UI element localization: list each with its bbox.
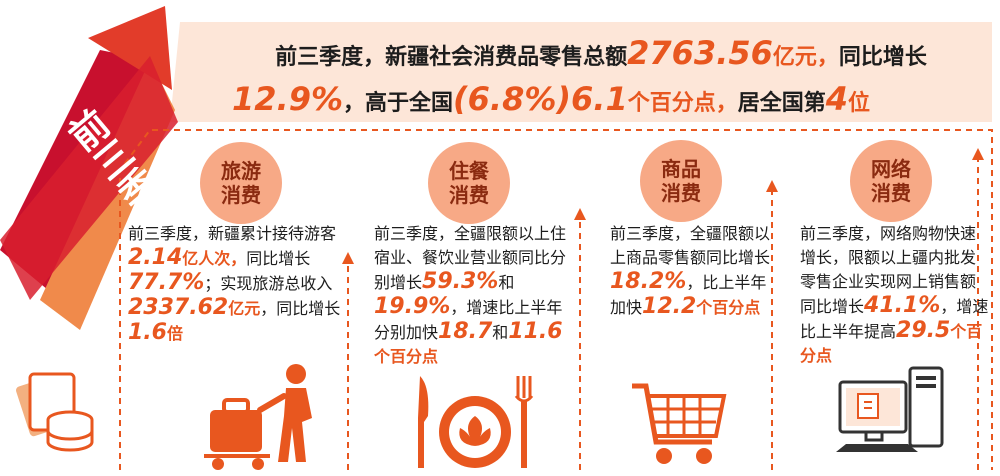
tourism-text-4: ，同比增长 [260,299,341,318]
tourist-count-unit: 亿人次， [182,249,247,268]
rank-unit: 位 [848,91,871,116]
dashed-arrowhead-3 [766,180,778,192]
goods-growth-value: 18.2% [610,269,687,294]
header-band [170,22,992,122]
online-text-1: 前三季度，网络购物快速增长，限额以上疆内批发零售企业实现网上销售额同比增长 [800,224,977,316]
goods-acceleration-unit: 个百分点 [696,298,761,317]
badge-tourism-line2: 消费 [221,183,261,207]
headline-line-1: 前三季度，新疆社会消费品零售总额2763.56亿元，同比增长 [210,34,992,72]
online-acceleration-value: 29.5 [896,318,951,343]
badge-goods: 商品 消费 [640,140,722,222]
badge-catering: 住餐 消费 [428,142,510,224]
rank-value: 4 [825,80,849,118]
tourism-text-2: 同比增长 [246,249,311,268]
points-unit: 个百分点， [627,91,738,116]
badge-online-line2: 消费 [871,181,911,205]
panel-tourism-text: 前三季度，新疆累计接待游客 2.14亿人次，同比增长 77.7%；实现旅游总收入 23… [128,222,354,346]
shopping-cart-icon [632,383,727,464]
coins-documents-icon [16,372,94,452]
luggage-cart-icon [204,364,312,470]
badge-goods-line2: 消费 [661,181,701,205]
tourism-revenue-unit: 亿元 [228,299,261,318]
goods-text-1: 前三季度，全疆限额以上商品零售额同比增长 [610,224,771,267]
arrow-body [0,56,178,300]
headline-line-2: 12.9%，高于全国(6.8%)6.1个百分点，居全国第4位 [232,80,870,118]
headline-text: 前三季度，新疆社会消费品零售总额 [275,45,628,70]
badge-tourism-line1: 旅游 [221,159,261,183]
catering-text-4: 和 [492,323,509,342]
goods-acceleration-value: 12.2 [642,294,697,319]
online-growth-value: 41.1% [864,293,941,318]
points-difference-value: 6.1 [571,80,628,118]
online-text-2: ，增速比上半年提高 [800,297,989,341]
lodging-growth-value: 59.3% [422,269,499,294]
catering-acceleration-value: 11.6 [508,319,563,344]
rank-text: 居全国第 [737,91,826,116]
badge-catering-line2: 消费 [449,183,489,207]
lodging-acceleration-value: 18.7 [438,319,493,344]
catering-acceleration-unit: 个百分点 [374,347,439,366]
badge-online-line1: 网络 [871,157,911,181]
revenue-growth-unit: 倍 [166,324,183,343]
online-acceleration-unit: 个百分点 [800,322,983,365]
badge-goods-line1: 商品 [661,157,701,181]
revenue-growth-value: 1.6 [128,320,167,345]
catering-text-1: 前三季度，全疆限额以上住宿业、餐饮业营业额同比分别增长 [374,224,567,292]
dashed-arrowhead-2 [574,208,586,220]
dashed-arrowhead-4 [972,148,984,160]
catering-growth-value: 19.9% [374,294,451,319]
headline-growth-label: 同比增长 [838,45,927,70]
tourist-growth-value: 77.7% [128,270,205,295]
tourism-text-3: ；实现旅游总收入 [204,274,333,293]
tourism-revenue-value: 2337.62 [128,295,229,320]
panel-online-text: 前三季度，网络购物快速增长，限额以上疆内批发零售企业实现网上销售额同比增长41.… [800,222,990,368]
tourist-count-value: 2.14 [128,245,183,270]
headline-box: 前三季度，新疆社会消费品零售总额2763.56亿元，同比增长 12.9%，高于全… [170,28,992,124]
catering-text-2: 和 [498,273,515,292]
badge-online: 网络 消费 [850,140,932,222]
retail-total-unit: 亿元， [772,45,839,70]
computer-icon [836,366,944,452]
dashed-frame [119,129,993,470]
tourism-text-1: 前三季度，新疆累计接待游客 [128,224,337,243]
badge-tourism: 旅游 消费 [200,142,282,224]
growth-rate-value: 12.9% [232,80,344,118]
catering-text-3: ，增速比上半年分别加快 [374,298,563,342]
goods-text-2: ，比上半年加快 [610,273,767,317]
compare-national-text: ，高于全国 [343,91,454,116]
panel-catering-text: 前三季度，全疆限额以上住宿业、餐饮业营业额同比分别增长59.3%和19.9%，增… [374,222,578,369]
knife-plate-fork-icon [418,376,534,468]
badge-catering-line1: 住餐 [449,159,489,183]
national-rate-value: (6.8%) [453,80,572,118]
panel-goods-text: 前三季度，全疆限额以上商品零售额同比增长18.2%，比上半年加快12.2个百分点 [610,222,772,320]
retail-total-value: 2763.56 [627,34,773,72]
dashed-arrowhead-1 [342,252,354,264]
